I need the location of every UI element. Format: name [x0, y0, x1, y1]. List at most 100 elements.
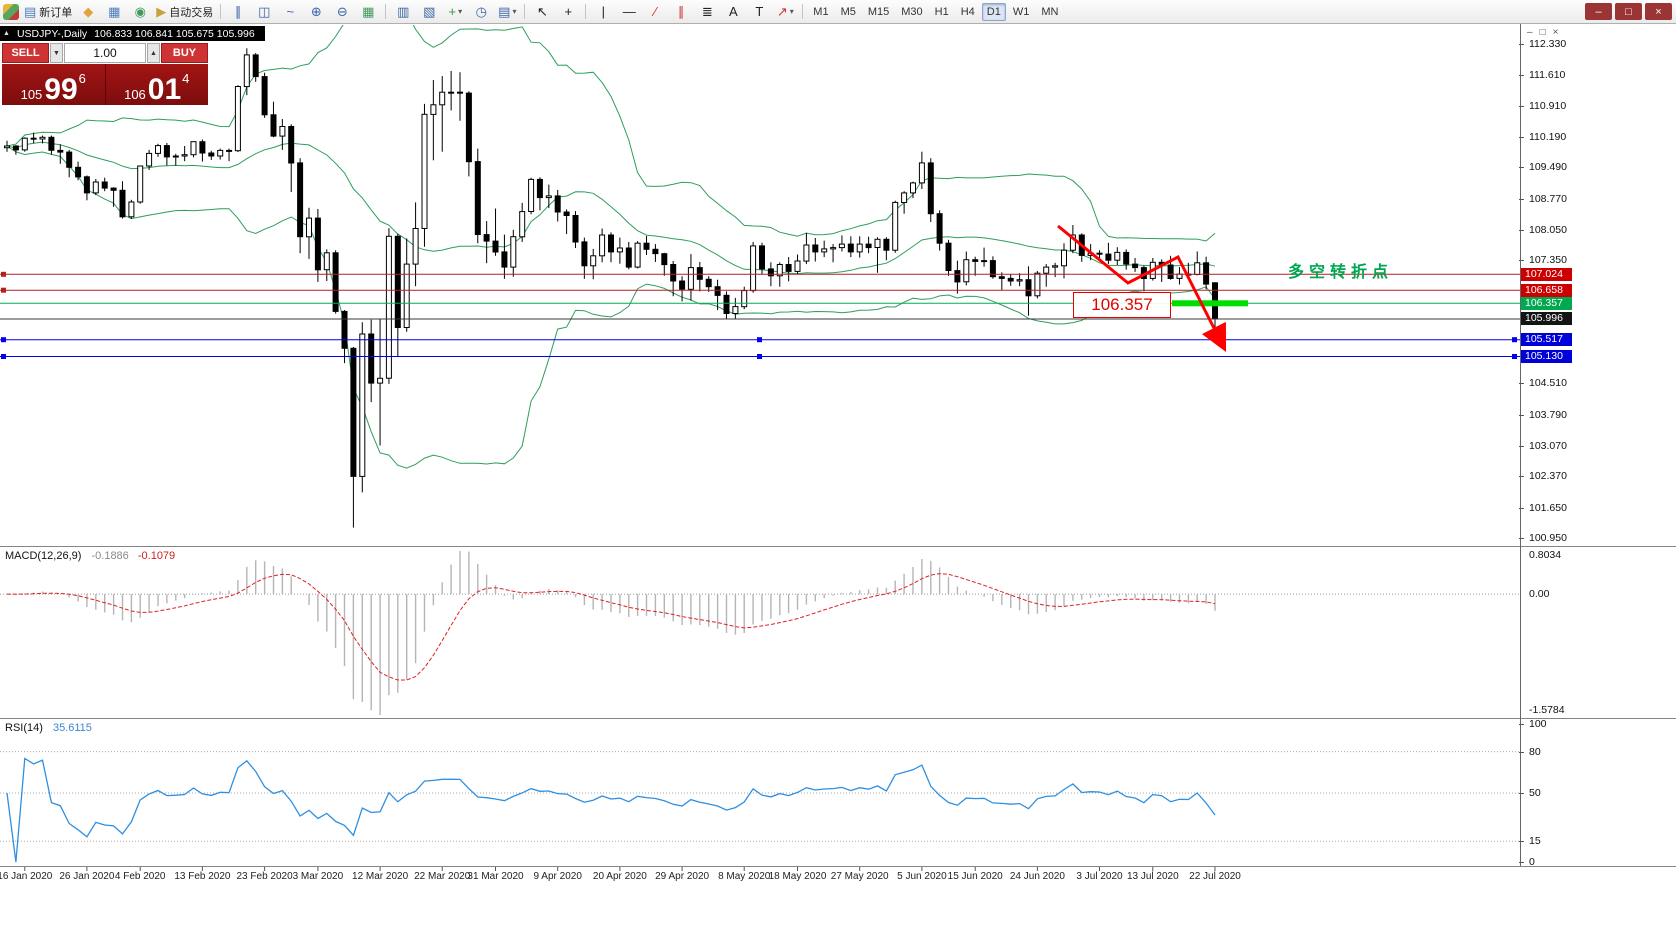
price-tick-label: 102.370 — [1529, 470, 1567, 483]
window-minimize-button[interactable]: – — [1585, 3, 1612, 20]
text-icon[interactable]: A — [721, 2, 745, 22]
macd-panel-separator[interactable] — [0, 546, 1676, 547]
line-handle[interactable] — [1512, 337, 1517, 343]
timeframe-m15-button[interactable]: M15 — [867, 5, 890, 18]
trendline-icon[interactable]: ∕ — [643, 2, 667, 22]
rsi-panel-separator[interactable] — [0, 718, 1676, 719]
line-chart-icon: ~ — [286, 4, 295, 19]
zoom-in-icon[interactable]: ⊕ — [304, 2, 328, 22]
rsi-axis-label: 15 — [1529, 835, 1541, 848]
timeframe-m30-button[interactable]: M30 — [901, 5, 923, 18]
price-tick-label: 100.950 — [1529, 532, 1567, 544]
line-handle[interactable] — [1, 271, 6, 277]
new-chart-icon[interactable]: ▥ — [391, 2, 415, 22]
line-handle[interactable] — [1, 354, 6, 359]
date-tick-label: 20 Apr 2020 — [593, 871, 647, 882]
line-handle[interactable] — [1, 337, 6, 343]
label-icon[interactable]: T — [747, 2, 771, 22]
turning-point-annotation[interactable]: 多空转折点 — [1288, 264, 1394, 281]
sell-button[interactable]: SELL — [2, 43, 49, 63]
horizontal-line-icon: — — [622, 4, 636, 19]
panel-collapse-icon[interactable]: ▲ — [3, 30, 10, 37]
horizontal-line-icon[interactable]: — — [617, 2, 641, 22]
volume-decrease-button[interactable]: ▼ — [50, 43, 63, 63]
new-order-button[interactable]: ▤ 新订单 — [22, 2, 74, 22]
volume-input[interactable]: 1.00 — [64, 43, 146, 63]
toolbar-separator — [385, 4, 387, 19]
vertical-line-icon[interactable]: | — [591, 2, 615, 22]
timeframe-d1-button[interactable]: D1 — [981, 2, 1006, 21]
window-maximize-button[interactable]: □ — [1615, 3, 1642, 20]
timeframe-m5-button[interactable]: M5 — [840, 5, 856, 18]
line-handle[interactable] — [757, 354, 762, 359]
timeframe-m1-button[interactable]: M1 — [813, 5, 829, 18]
bollinger-bands — [6, 25, 1216, 469]
profiles-icon[interactable]: ▧ — [417, 2, 441, 22]
candlestick-chart-icon[interactable]: ◫ — [252, 2, 276, 22]
indicators-button[interactable]: + ▾ — [443, 2, 467, 22]
objects-button[interactable]: ▤ ▾ — [495, 2, 519, 22]
line-handle[interactable] — [1512, 354, 1517, 359]
price-tick-label: 108.050 — [1529, 223, 1567, 236]
candlestick-series — [4, 48, 1218, 528]
toolbar-separator — [524, 4, 526, 19]
sell-price-display[interactable]: 105 99 6 — [2, 64, 105, 105]
timeframe-w1-button[interactable]: W1 — [1012, 5, 1030, 18]
clock-icon[interactable]: ◷ — [469, 2, 493, 22]
chart-window-icon[interactable]: ▦ — [102, 2, 126, 22]
buy-button[interactable]: BUY — [161, 43, 208, 63]
axis-tick — [1519, 862, 1524, 863]
time-axis: 16 Jan 2020 26 Jan 2020 4 Feb 2020 13 Feb 2… — [0, 866, 1241, 882]
line-handle[interactable] — [757, 337, 762, 343]
price-axis[interactable]: 112.330 111.610 110.910 110.190 109.490 108.7… — [1519, 0, 1676, 947]
clock-icon: ◷ — [475, 3, 487, 19]
cursor-icon[interactable]: ↖ — [530, 2, 554, 22]
toolbar-items: ▤ 新订单 ◆ ▦ ◉ ▶ 自动交易 ∥ ◫ ~ ⊕ ⊖ ▦ ▥ ▧ + ▾ ◷ ▤ ▾ ↖ + | — ∕ ∥ ≣ A T ↗ ▾ M1 M5… — [0, 2, 1064, 22]
crosshair-icon[interactable]: + — [556, 2, 580, 22]
macd-axis-label: 0.8034 — [1529, 549, 1562, 561]
indicators-button: + — [448, 4, 457, 19]
bar-chart-icon[interactable]: ∥ — [226, 2, 250, 22]
price-badge: 105.996 — [1521, 312, 1572, 326]
tile-windows-icon[interactable]: ▦ — [356, 2, 380, 22]
zoom-out-icon[interactable]: ⊖ — [330, 2, 354, 22]
channel-icon[interactable]: ∥ — [669, 2, 693, 22]
chart-close-button[interactable]: × — [1552, 27, 1559, 38]
date-tick-label: 16 Jan 2020 — [0, 871, 53, 882]
line-handle[interactable] — [1, 287, 6, 293]
window-close-button[interactable]: × — [1645, 3, 1672, 20]
macd-signal-line — [6, 573, 1216, 681]
axis-tick — [1519, 793, 1524, 794]
trendline-icon: ∕ — [654, 4, 657, 19]
rsi-value: 35.6115 — [52, 722, 92, 734]
text-icon: A — [728, 4, 738, 19]
arrows-button[interactable]: ↗ ▾ — [773, 2, 797, 22]
horizontal-lines — [0, 271, 1520, 359]
axis-tick — [1519, 445, 1524, 447]
fibonacci-icon[interactable]: ≣ — [695, 2, 719, 22]
zoom-in-icon: ⊕ — [310, 3, 322, 19]
market-watch-icon[interactable]: ◉ — [128, 2, 152, 22]
price-annotation-box[interactable]: 106.357 — [1073, 292, 1171, 318]
buy-price-display[interactable]: 106 01 4 — [104, 64, 208, 105]
fibonacci-icon: ≣ — [701, 3, 713, 19]
timeframe-h1-button[interactable]: H1 — [934, 5, 949, 18]
algo-trading-button[interactable]: ▶ 自动交易 — [154, 2, 215, 22]
macd-main-value: -0.1886 — [91, 550, 129, 562]
chart-minimize-button[interactable]: – — [1527, 27, 1533, 38]
channel-icon: ∥ — [678, 3, 685, 19]
chart-restore-button[interactable]: □ — [1539, 27, 1546, 38]
price-tick-label: 101.650 — [1529, 501, 1567, 514]
date-tick-label: 12 Mar 2020 — [352, 871, 409, 882]
line-chart-icon[interactable]: ~ — [278, 2, 302, 22]
algo-trading-button-label: 自动交易 — [169, 6, 214, 19]
timeframe-mn-button[interactable]: MN — [1041, 5, 1059, 18]
trend-arrow[interactable] — [1057, 224, 1227, 353]
sell-price-small: 105 — [20, 86, 43, 102]
timeframe-h4-button[interactable]: H4 — [960, 5, 975, 18]
chart-window-controls: – □ × — [1527, 27, 1558, 38]
volume-increase-button[interactable]: ▲ — [147, 43, 160, 63]
mql5-icon[interactable]: ◆ — [76, 2, 100, 22]
